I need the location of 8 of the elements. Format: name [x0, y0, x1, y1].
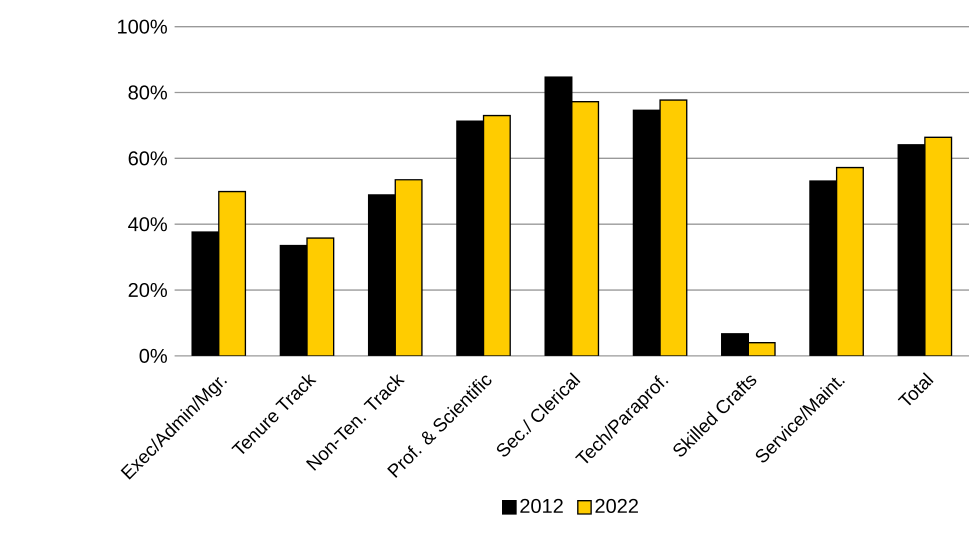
y-tick-label: 20% — [128, 282, 167, 298]
legend-label: 2022 — [595, 498, 638, 513]
y-tick-label: 0% — [140, 348, 167, 363]
y-tick-label: 40% — [128, 217, 167, 232]
y-tick-label: 100% — [118, 20, 167, 34]
y-tick-label: 60% — [128, 151, 167, 166]
y-tick-label: 80% — [128, 85, 167, 100]
legend-label: 2012 — [520, 498, 563, 513]
